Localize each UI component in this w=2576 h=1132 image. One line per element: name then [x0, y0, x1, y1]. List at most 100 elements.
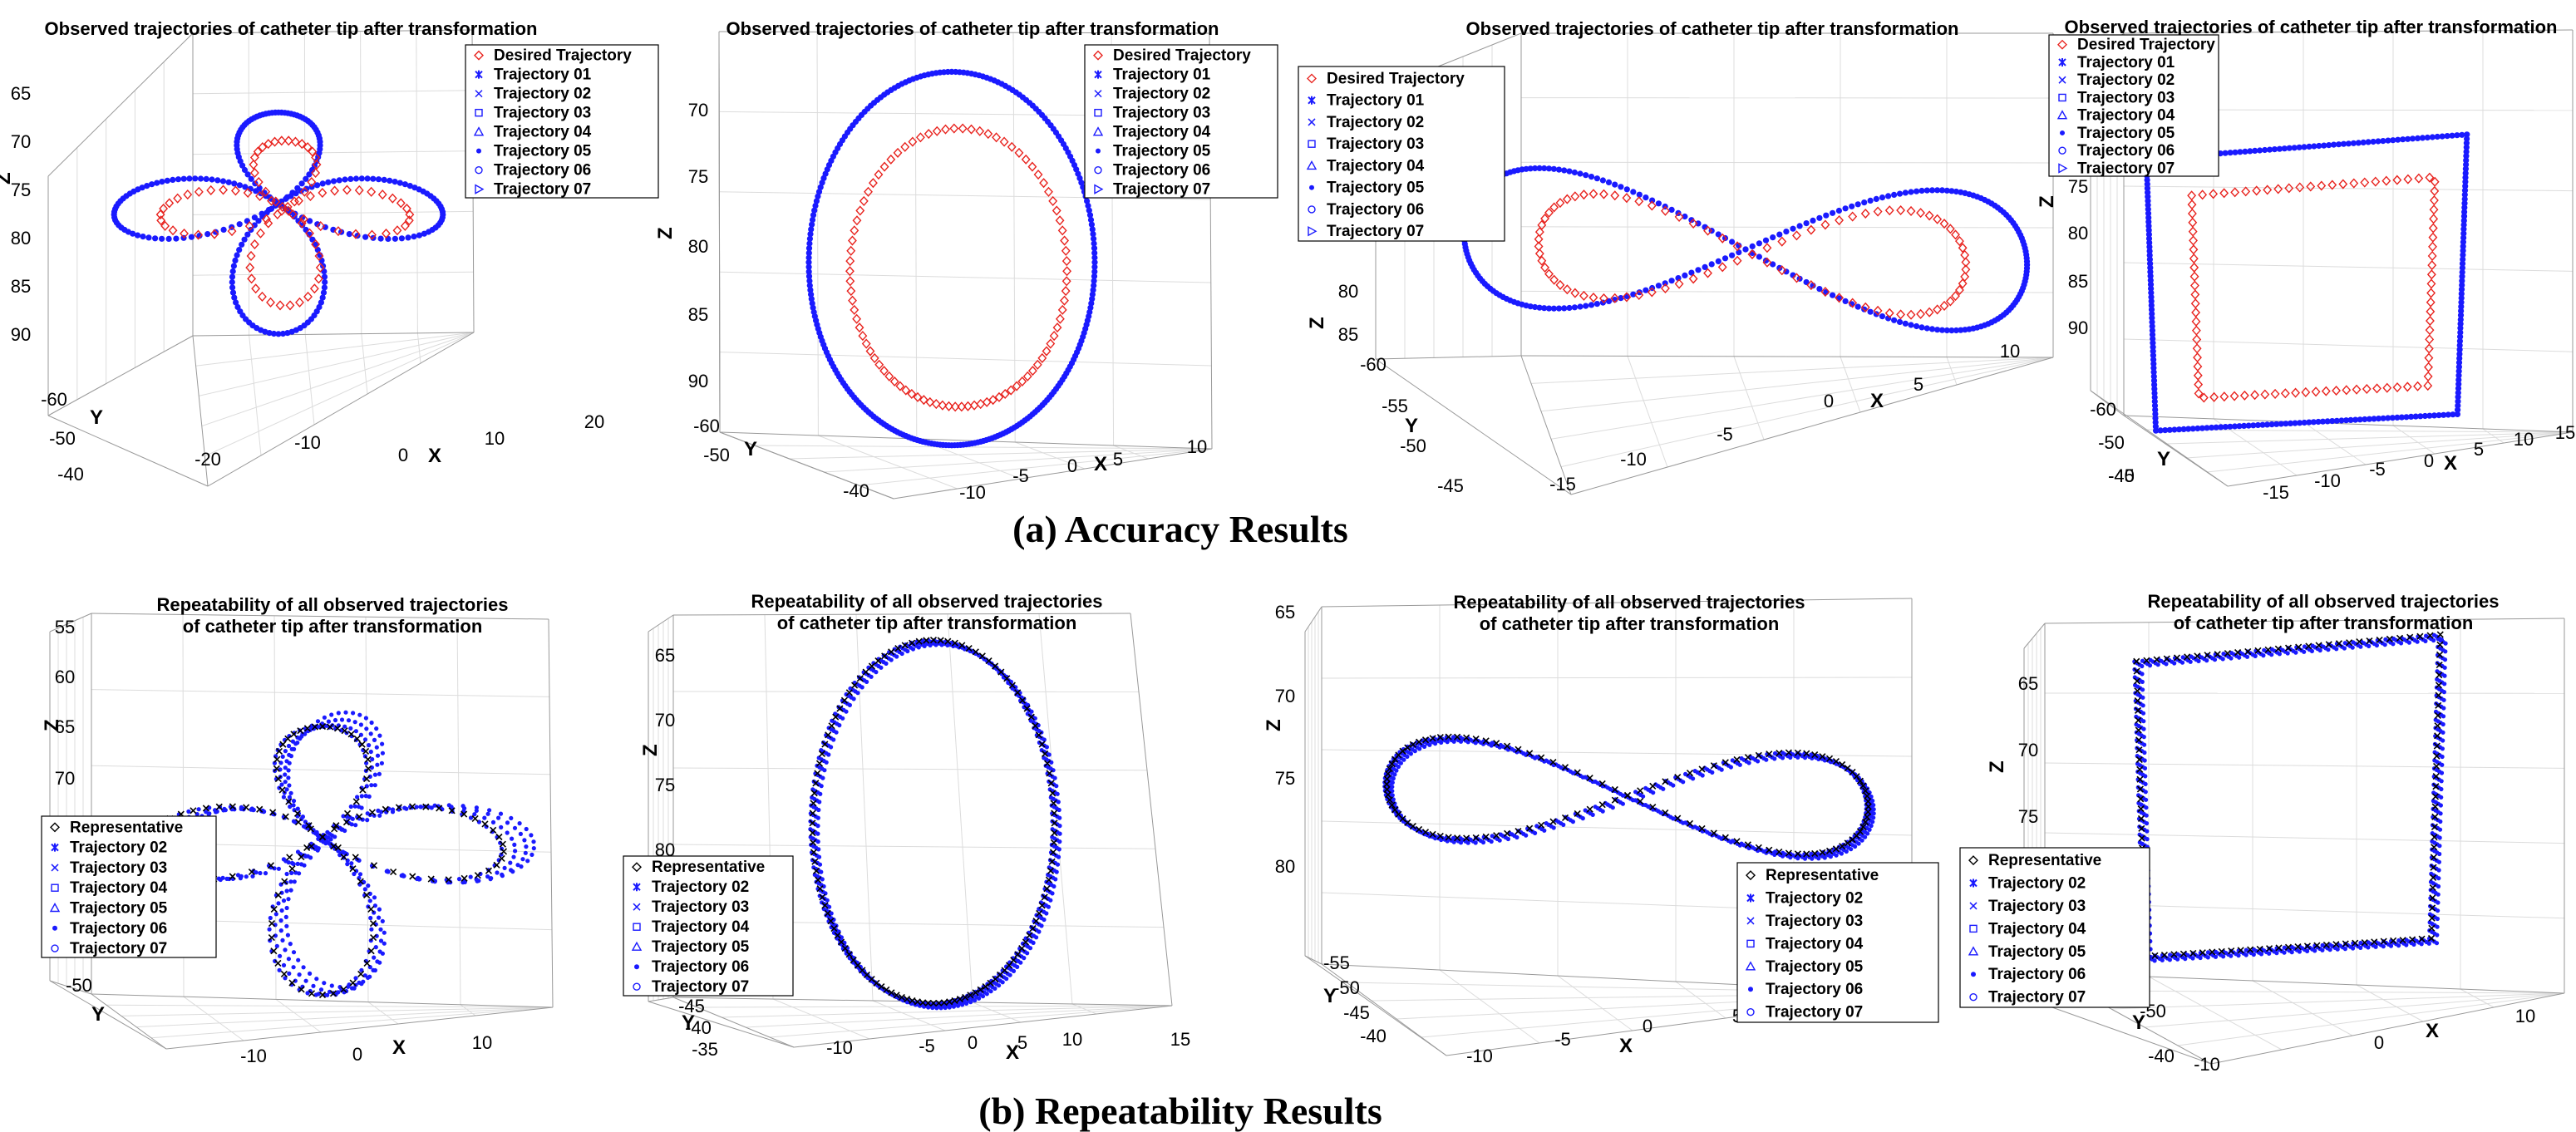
data-point-observed	[2460, 252, 2466, 258]
data-point-observed	[2252, 147, 2258, 154]
data-point-observed	[1764, 757, 1769, 762]
panel-title: Repeatability of all observed trajectori…	[751, 591, 1102, 612]
grid-line	[1012, 32, 1016, 443]
data-point-observed	[418, 805, 423, 810]
grid-line	[2165, 431, 2574, 445]
data-point-representative	[2361, 938, 2368, 947]
data-point-observed	[1908, 322, 1914, 328]
legend-marker	[1094, 90, 1102, 98]
data-point-observed	[1795, 755, 1800, 760]
data-point-representative	[838, 938, 845, 946]
data-point-observed	[1091, 259, 1098, 266]
z-tick-label: 85	[11, 276, 31, 297]
data-point-observed	[1394, 768, 1399, 773]
data-point-representative	[1649, 782, 1657, 790]
data-point-observed	[2454, 411, 2460, 417]
data-point-observed	[286, 775, 291, 780]
data-point-desired	[2321, 386, 2331, 396]
legend-label: Trajectory 07	[2077, 160, 2175, 177]
data-point-observed	[300, 815, 305, 819]
data-point-observed	[2289, 950, 2294, 955]
data-point-representative	[1404, 744, 1411, 751]
data-point-observed	[283, 914, 288, 919]
data-point-observed	[203, 175, 209, 182]
data-point-observed	[2461, 191, 2468, 198]
data-point-observed	[154, 180, 160, 186]
x-axis-label: X	[1094, 453, 1107, 475]
data-point-observed	[2292, 420, 2298, 426]
data-point-observed	[2458, 295, 2465, 302]
series-desired	[845, 123, 1072, 412]
data-point-representative	[2322, 941, 2330, 948]
data-point-desired	[227, 226, 237, 237]
data-point-observed	[2460, 226, 2467, 233]
data-point-observed	[357, 872, 363, 877]
data-point-representative	[1399, 747, 1406, 755]
data-point-representative	[832, 713, 840, 721]
data-point-desired	[1860, 302, 1870, 313]
data-point-observed	[1489, 839, 1494, 844]
data-point-representative	[341, 727, 348, 735]
grid-line	[2185, 431, 2574, 459]
data-point-desired	[900, 141, 910, 152]
data-point-observed	[363, 794, 368, 799]
data-point-observed	[1780, 755, 1785, 760]
data-point-observed	[529, 833, 534, 838]
data-point-observed	[984, 992, 989, 997]
data-point-representative	[367, 905, 375, 913]
data-point-observed	[1783, 268, 1790, 275]
data-point-representative	[1493, 832, 1500, 839]
data-point-representative	[1014, 951, 1022, 958]
data-point-observed	[829, 911, 834, 916]
y-tick-label: -60	[693, 416, 720, 436]
data-point-representative	[1429, 735, 1436, 742]
data-point-observed	[381, 176, 387, 183]
data-point-observed	[325, 179, 332, 185]
axis-edge	[2227, 431, 2574, 487]
grid-line	[249, 335, 262, 456]
data-point-observed	[2281, 145, 2288, 152]
data-point-representative	[972, 989, 979, 997]
data-point-representative	[1445, 733, 1452, 741]
data-point-representative	[334, 725, 342, 732]
legend-label: Trajectory 02	[1766, 890, 1863, 908]
data-point-observed	[2445, 411, 2451, 418]
data-point-desired	[1703, 268, 1712, 278]
data-point-representative	[901, 642, 909, 649]
data-point-observed	[377, 960, 382, 965]
legend-label: Trajectory 07	[70, 940, 167, 957]
data-point-representative	[1038, 902, 1046, 909]
legend-marker	[52, 925, 57, 931]
data-point-observed	[378, 938, 384, 943]
data-point-desired	[254, 176, 264, 188]
data-point-observed	[2151, 381, 2158, 388]
legend-label: Trajectory 04	[1327, 157, 1425, 175]
data-point-representative	[368, 809, 376, 816]
data-point-observed	[2464, 135, 2470, 142]
data-point-representative	[474, 872, 481, 879]
data-point-desired	[1820, 287, 1830, 298]
data-point-representative	[840, 696, 848, 704]
data-point-representative	[2335, 640, 2342, 647]
data-point-observed	[2374, 642, 2379, 648]
data-point-representative	[1383, 780, 1391, 788]
data-point-representative	[1561, 814, 1569, 821]
data-point-observed	[2455, 363, 2462, 370]
data-point-desired	[2423, 371, 2433, 381]
data-point-representative	[2435, 692, 2442, 699]
data-point-desired	[2273, 184, 2283, 194]
data-point-representative	[359, 786, 367, 794]
data-point-observed	[2367, 643, 2372, 649]
data-point-observed	[2457, 333, 2464, 340]
data-point-desired	[1062, 266, 1072, 277]
data-point-representative	[2435, 682, 2443, 689]
data-point-observed	[216, 876, 221, 881]
grid-line	[972, 1002, 1022, 1023]
data-point-observed	[139, 185, 145, 191]
legend-label: Trajectory 06	[1766, 981, 1863, 998]
legend-marker	[475, 108, 483, 117]
grid-line	[719, 352, 1212, 367]
data-point-observed	[1816, 214, 1823, 221]
data-point-observed	[2160, 957, 2165, 962]
data-point-desired	[1674, 278, 1684, 289]
